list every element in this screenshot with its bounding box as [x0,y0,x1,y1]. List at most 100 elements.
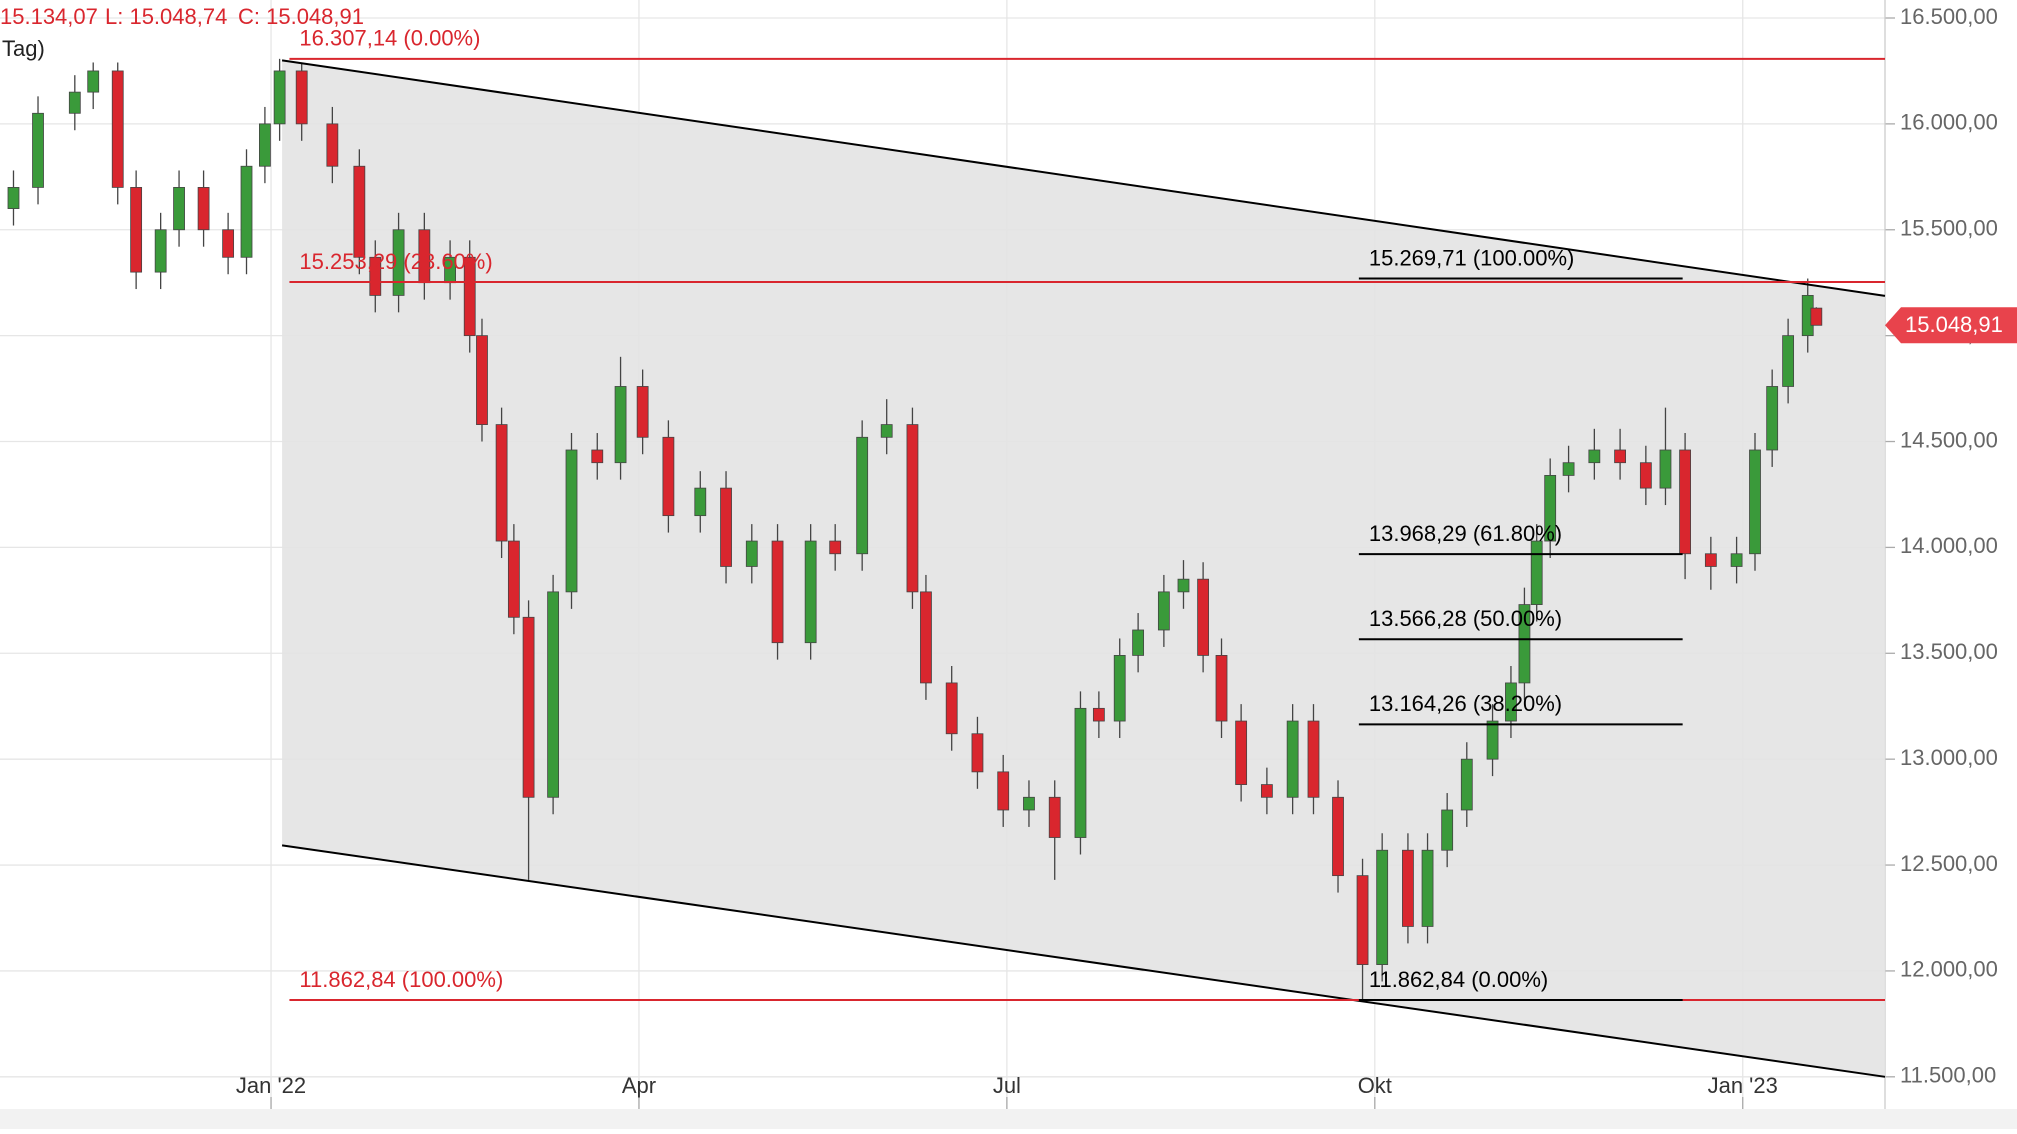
candle-body [522,616,535,798]
trend-line [281,844,1886,1078]
candle-body [68,91,81,114]
candle-body [1307,720,1320,798]
y-tick-label: 14.500,00 [1900,427,1998,452]
candle-body [1092,707,1105,722]
candle-body [547,591,560,798]
candle-body [906,424,919,593]
candle-body [1402,849,1414,927]
candle-body [856,436,869,555]
candle-body [614,386,627,464]
candle-body [495,424,508,542]
candle-body [87,70,100,93]
candle-body [1562,462,1575,476]
x-tick-label: Okt [1358,1073,1392,1098]
y-tick-label: 13.000,00 [1900,745,1998,770]
candle-body [720,487,732,567]
candle-body [1749,449,1761,555]
candle-body [1614,449,1626,464]
candle-body [1659,449,1672,489]
y-tick-label: 13.500,00 [1900,639,1998,664]
trend-line [281,59,1886,297]
candle-body [591,449,604,464]
candle-body [636,386,649,438]
last-price-label: 15.048,91 [1905,312,2003,337]
candle-body [1810,307,1823,326]
candle-body [173,187,185,231]
candle-body [1441,809,1454,851]
y-tick-label: 16.000,00 [1900,110,1998,135]
candle-body [1679,449,1691,555]
candle-body [392,229,405,296]
candle-body [1460,758,1473,811]
candle-body [1157,591,1170,631]
candle-body [1530,540,1543,605]
x-tick-label: Jan '22 [236,1073,306,1098]
candle-body [154,229,167,273]
y-tick-label: 12.000,00 [1900,957,1998,982]
fib-label: 16.307,14 (0.00%) [299,26,480,51]
y-tick-label: 15.500,00 [1900,216,1998,241]
candle-body [1505,682,1517,722]
candle-body [240,165,253,258]
candle-body [880,424,893,438]
candle-body [130,187,143,273]
candle-body [1782,335,1795,387]
candle-body [1518,604,1531,684]
candle-body [771,540,784,644]
fib-label: 13.164,26 (38.20%) [1369,691,1562,716]
channel-fill [282,60,1886,1077]
candle-body [694,487,707,517]
candle-body [565,449,578,593]
fib-label: 13.968,29 (61.80%) [1369,521,1562,546]
candle-body [1704,553,1717,567]
candle-body [745,540,758,567]
candle-body [1023,796,1035,811]
candle-body [971,733,984,773]
candle-body [111,70,124,188]
candle-body [1486,720,1499,760]
candle-body [1376,849,1389,965]
candle-body [1235,720,1248,785]
candle-body [829,540,842,555]
x-tick-label: Apr [622,1073,656,1098]
candle-body [507,540,520,618]
candle-body [1766,386,1779,451]
fib-label: 15.253,29 (23.60%) [299,249,492,274]
candle-body [259,123,271,167]
header-value: L: 15.048,74 [105,4,227,29]
candle-body [1197,578,1210,656]
x-tick-label: Jan '23 [1708,1073,1778,1098]
candle-body [662,436,675,517]
candle-body [1215,655,1228,722]
fib-label: 11.862,84 (0.00%) [1369,967,1548,992]
candle-body [1356,875,1369,965]
candle-body [197,187,210,231]
header-value: C: 15.048,91 [238,4,364,29]
candle-body [920,591,932,684]
header-value: 15.134,07 [0,4,98,29]
candle-body [222,229,235,258]
candle-body [1332,796,1344,877]
candle-body [1544,475,1557,542]
candle-body [1730,553,1743,567]
candle-body [1177,578,1190,593]
candle-body [1639,462,1652,489]
y-tick-label: 11.500,00 [1900,1063,1996,1088]
candle-body [463,256,476,337]
candle-body [476,335,488,425]
candle-body [1113,655,1126,722]
candle-body [804,540,817,644]
x-tick-label: Jul [993,1073,1021,1098]
candle-body [997,771,1010,811]
candle-body [7,187,20,209]
candle-body [1074,707,1087,838]
y-tick-label: 12.500,00 [1900,851,1998,876]
candle-body [326,123,339,167]
subtitle: Tag) [2,36,45,61]
candle-body [1421,849,1434,927]
y-tick-label: 16.500,00 [1900,4,1998,29]
scroll-strip [0,1109,2017,1129]
candle-body [273,70,286,125]
candle-body [32,112,44,188]
